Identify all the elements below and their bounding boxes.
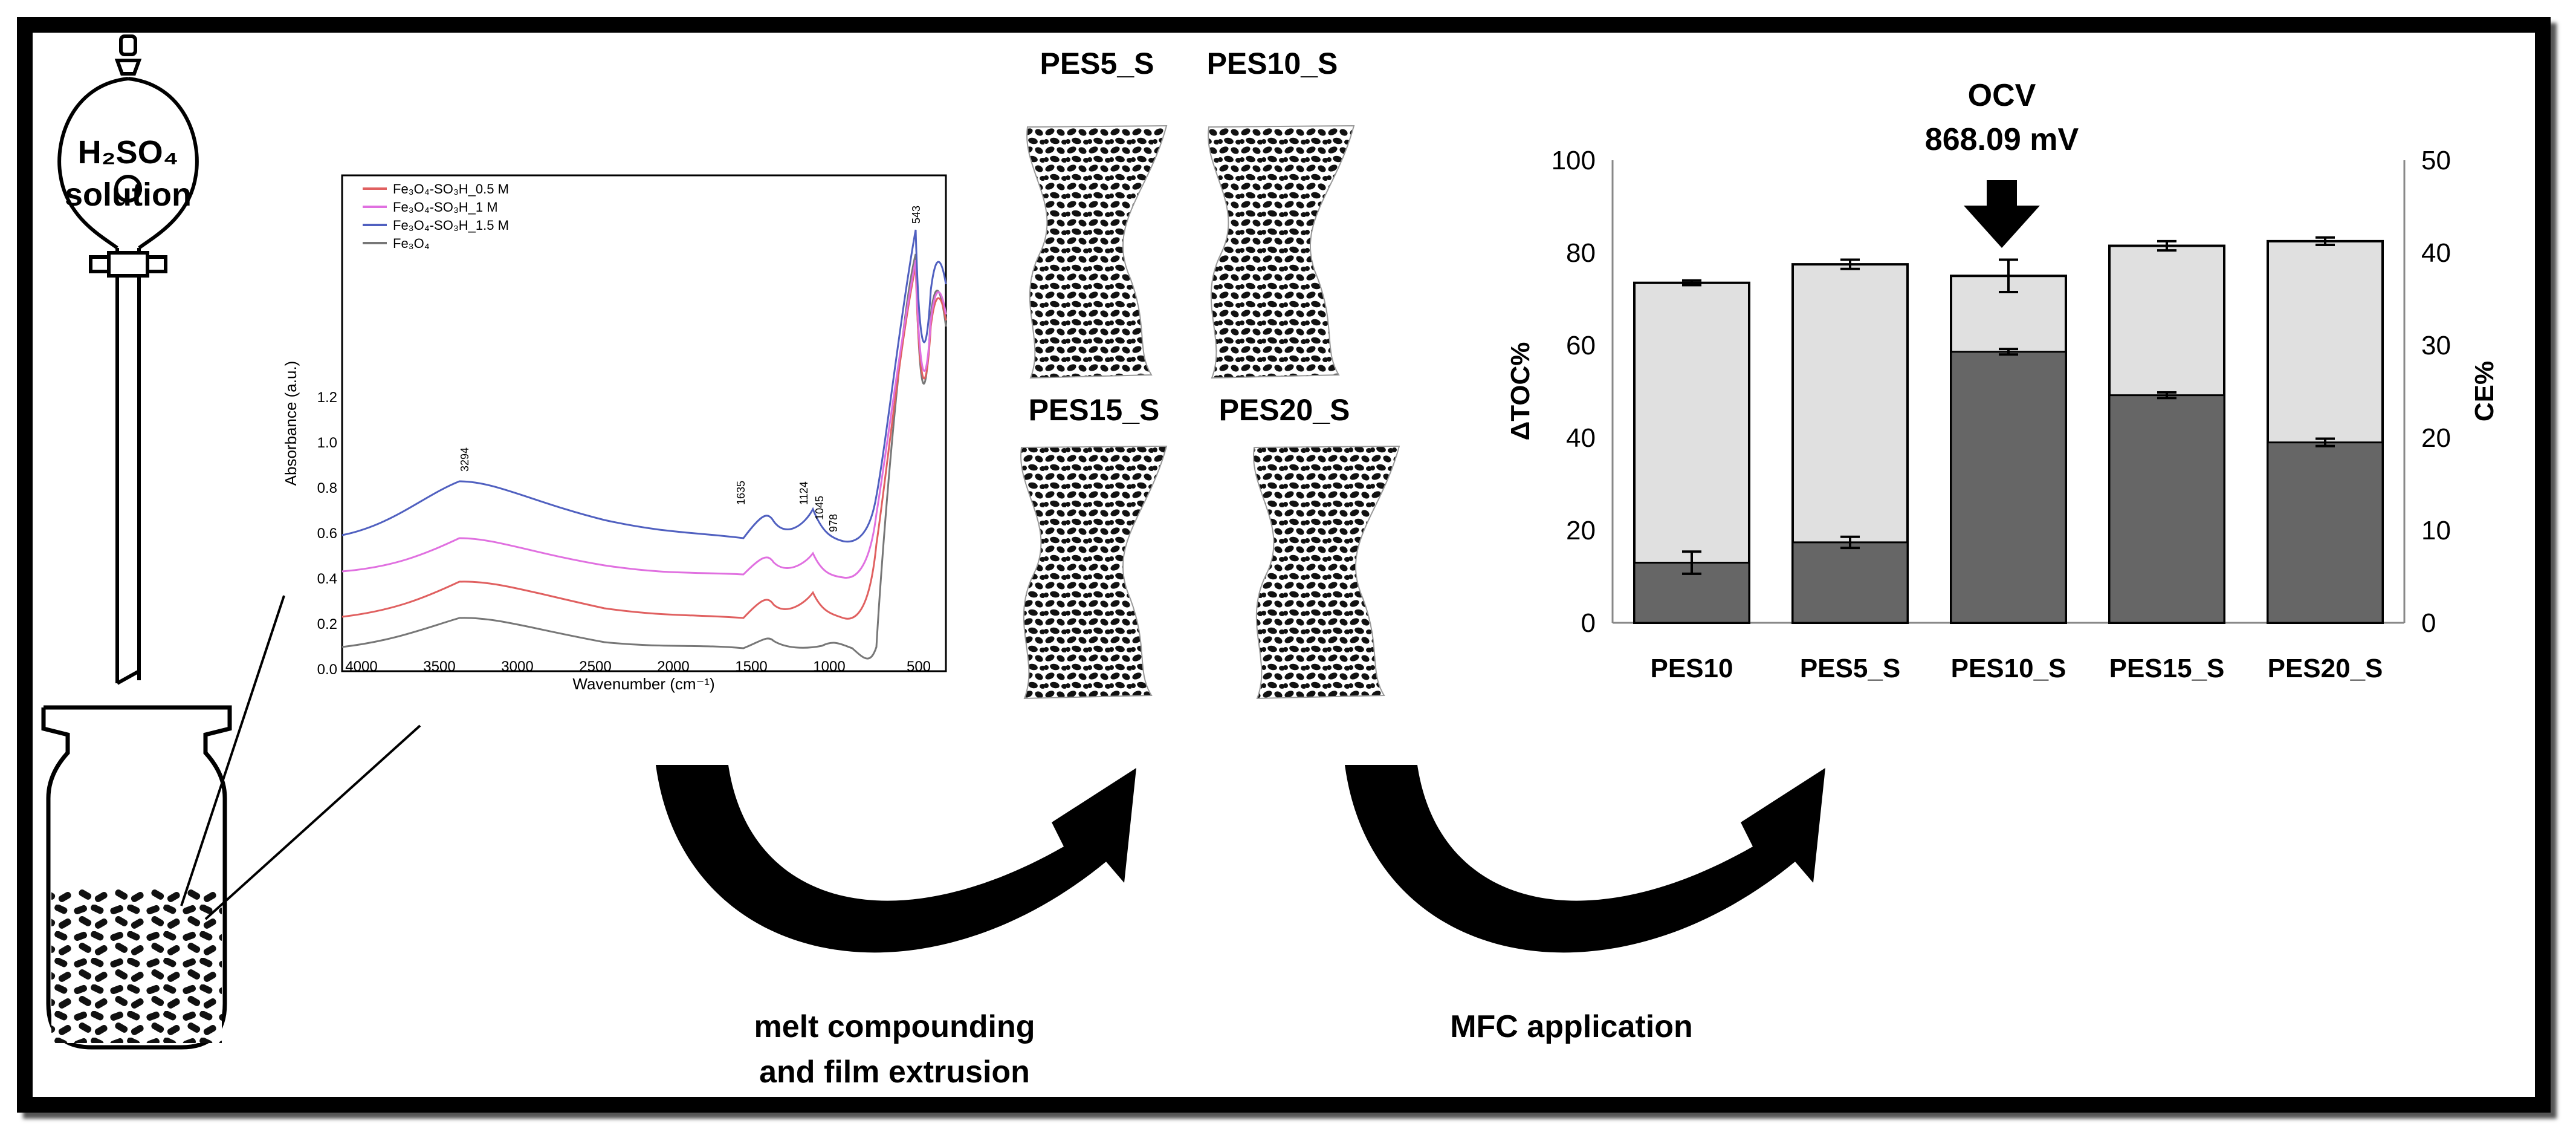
y-tick-left: 100 <box>1552 146 1596 175</box>
ftir-ytick: 1.2 <box>317 389 337 406</box>
y-tick-left: 0 <box>1581 608 1596 638</box>
ftir-spectra: 4000 3500 3000 2500 2000 1500 1000 500 W… <box>282 174 947 693</box>
x-category-label: PES10_S <box>1951 654 2066 683</box>
y-tick-right: 10 <box>2421 516 2451 545</box>
ftir-xtick: 1000 <box>813 658 845 675</box>
ftir-peak-label: 1124 <box>798 481 810 505</box>
reaction-jar <box>41 705 232 1050</box>
y-tick-left: 40 <box>1566 423 1596 453</box>
ftir-xtick: 4000 <box>345 658 377 675</box>
ftir-peak-label: 3294 <box>459 447 471 472</box>
ftir-ylabel: Absorbance (a.u.) <box>282 361 300 486</box>
ftir-xtick: 1500 <box>735 658 767 675</box>
x-category-label: PES15_S <box>2109 654 2225 683</box>
film-label-pes15s: PES15_S <box>1029 393 1160 427</box>
film-label-pes5s: PES5_S <box>1040 47 1154 80</box>
ftir-ytick: 0.0 <box>317 662 337 678</box>
film-label-pes20s: PES20_S <box>1219 393 1350 427</box>
catalyst-pellets <box>51 889 222 1043</box>
ce-bar <box>2267 441 2384 624</box>
ftir-xtick: 3000 <box>501 658 533 675</box>
ftir-peak-label: 1045 <box>814 496 826 520</box>
ftir-xtick: 2500 <box>579 658 611 675</box>
spectrum-1-5M <box>341 229 947 543</box>
ocv-value: 868.09 mV <box>1925 122 2079 157</box>
x-category-label: PES10 <box>1651 654 1733 683</box>
film-pes20s <box>1253 445 1400 700</box>
y-tick-left: 80 <box>1566 238 1596 268</box>
ocv-down-arrow <box>1964 180 2040 248</box>
y-tick-right: 40 <box>2421 238 2451 268</box>
ce-bar <box>1791 541 1909 624</box>
ftir-ytick: 0.2 <box>317 616 337 632</box>
film-pes10s <box>1208 125 1355 379</box>
y-axis-label-right: CE% <box>2470 361 2499 421</box>
ftir-legend-item: Fe₃O₄-SO₃H_1.5 M <box>393 218 509 233</box>
curved-arrow-1 <box>656 765 1136 953</box>
ftir-peak-label: 978 <box>827 514 840 532</box>
spectrum-0-5M <box>341 265 947 620</box>
y-tick-right: 0 <box>2421 608 2436 638</box>
ftir-legend-item: Fe₃O₄-SO₃H_1 M <box>393 200 498 215</box>
ftir-xtick: 3500 <box>423 658 455 675</box>
ftir-ytick: 0.4 <box>317 571 337 587</box>
y-tick-right: 20 <box>2421 423 2451 453</box>
ftir-legend-item: Fe₃O₄-SO₃H_0.5 M <box>393 181 509 197</box>
ftir-ytick: 0.8 <box>317 480 337 496</box>
ftir-xtick: 500 <box>907 658 931 675</box>
ftir-xtick: 2000 <box>657 658 689 675</box>
spectrum-fe3o4 <box>341 253 947 660</box>
y-tick-left: 60 <box>1566 331 1596 360</box>
step1-label-line2: and film extrusion <box>759 1055 1030 1090</box>
ftir-ytick: 1.0 <box>317 435 337 451</box>
y-axis-label-left: ΔTOC% <box>1506 342 1535 441</box>
zoom-line-2 <box>204 724 421 920</box>
y-tick-left: 20 <box>1566 516 1596 545</box>
ftir-xlabel: Wavenumber (cm⁻¹) <box>572 675 714 693</box>
ftir-ytick: 0.6 <box>317 525 337 542</box>
flask-label-line1: H₂SO₄ <box>78 134 179 171</box>
x-category-label: PES20_S <box>2268 654 2383 683</box>
toc-ce-bar-chart: ΔTOC% CE% 0 20 40 60 80 100 0 10 20 30 40 50 PES10 PE… <box>1506 146 2499 683</box>
film-pes15s <box>1020 445 1168 700</box>
step1-label-line1: melt compounding <box>754 1009 1035 1044</box>
zoom-line-1 <box>180 595 285 906</box>
y-tick-right: 50 <box>2421 146 2451 175</box>
x-category-label: PES5_S <box>1800 654 1900 683</box>
ftir-peak-label: 1635 <box>735 481 747 505</box>
separating-funnel <box>57 34 199 685</box>
ce-bar <box>2108 394 2225 624</box>
ce-bar <box>1950 351 2067 624</box>
film-pes5s <box>1026 125 1168 379</box>
ftir-peak-label: 543 <box>910 206 922 224</box>
flask-label-line2: solution <box>65 177 192 213</box>
spectrum-1M <box>341 259 947 579</box>
curved-arrow-2 <box>1345 765 1825 953</box>
film-label-pes10s: PES10_S <box>1207 47 1338 80</box>
y-tick-right: 30 <box>2421 331 2451 360</box>
ocv-title: OCV <box>1968 78 2036 113</box>
step2-label: MFC application <box>1450 1009 1693 1044</box>
ftir-legend-item: Fe₃O₄ <box>393 236 430 251</box>
